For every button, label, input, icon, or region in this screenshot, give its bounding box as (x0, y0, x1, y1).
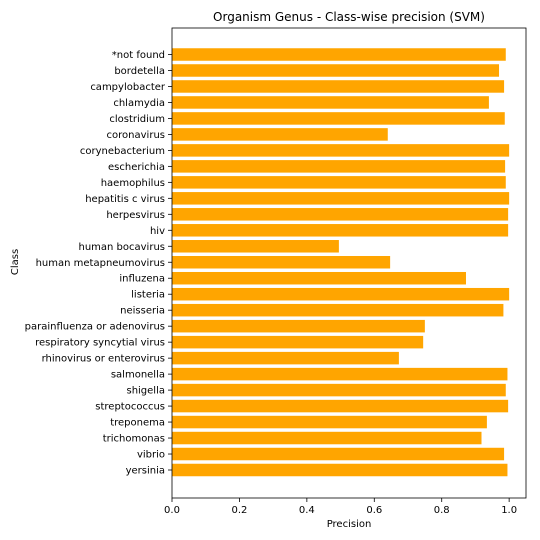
axes-frame (171, 27, 527, 499)
bar (172, 271, 466, 285)
bar (172, 415, 487, 429)
plot-frame (171, 27, 527, 499)
category-label: hepatitis c virus (85, 194, 165, 205)
category-label: coronavirus (107, 130, 165, 141)
bar (172, 367, 508, 381)
category-label: shigella (126, 386, 165, 397)
bar (172, 431, 482, 445)
bar (172, 335, 424, 349)
category-label: herpesvirus (106, 210, 165, 221)
bar (172, 287, 510, 301)
category-label: human metapneumovirus (36, 258, 165, 269)
category-label: corynebacterium (80, 146, 165, 157)
category-label: escherichia (108, 162, 165, 173)
bar (172, 463, 508, 477)
x-tick-label: 0.4 (299, 505, 315, 516)
bar (172, 80, 505, 93)
bar (172, 240, 339, 253)
bar (172, 192, 510, 205)
bar (172, 256, 391, 269)
category-label: yersinia (126, 466, 165, 477)
category-label: hiv (150, 226, 165, 237)
bar (172, 447, 505, 461)
bar (172, 160, 506, 173)
bar (172, 224, 509, 237)
chart-title: Organism Genus - Class-wise precision (S… (213, 10, 485, 24)
category-label: parainfluenza or adenovirus (25, 322, 165, 333)
x-tick-label: 0.0 (164, 505, 180, 516)
category-label: human bocavirus (78, 242, 165, 253)
bar (172, 144, 510, 157)
y-axis-label: Class (10, 249, 21, 275)
bar (172, 96, 489, 109)
category-label: haemophilus (101, 178, 165, 189)
category-label: streptococcus (95, 402, 165, 413)
bar (172, 303, 504, 317)
category-label: *not found (112, 50, 165, 61)
category-label: rhinovirus or enterovirus (42, 354, 165, 365)
x-axis-label: Precision (327, 519, 372, 530)
category-label: chlamydia (113, 98, 165, 109)
bar (172, 208, 509, 221)
bar (172, 351, 399, 365)
category-label: clostridium (109, 114, 165, 125)
category-label: respiratory syncytial virus (35, 338, 165, 349)
bar (172, 64, 500, 77)
x-axis-ticks: 0.0 0.2 0.4 0.6 0.8 1.0 (164, 498, 517, 516)
x-tick-label: 0.2 (231, 505, 247, 516)
x-tick-label: 0.8 (434, 505, 450, 516)
x-tick-label: 0.6 (366, 505, 382, 516)
x-tick-label: 1.0 (501, 505, 517, 516)
category-label: listeria (131, 290, 165, 301)
bar (172, 48, 506, 61)
bar (172, 399, 509, 413)
category-label: vibrio (137, 450, 165, 461)
bar (172, 176, 506, 189)
bar (172, 128, 388, 141)
category-label: treponema (110, 418, 165, 429)
category-labels: *not found bordetella campylobacter chlamyd… (25, 50, 172, 477)
bars-layer (172, 48, 510, 477)
category-label: campylobacter (90, 82, 166, 93)
bar (172, 383, 506, 397)
category-label: salmonella (111, 370, 165, 381)
category-label: influzena (119, 274, 165, 285)
bar (172, 112, 505, 125)
category-label: bordetella (114, 66, 165, 77)
bar (172, 319, 425, 333)
category-label: trichomonas (103, 434, 165, 445)
category-label: neisseria (120, 306, 165, 317)
